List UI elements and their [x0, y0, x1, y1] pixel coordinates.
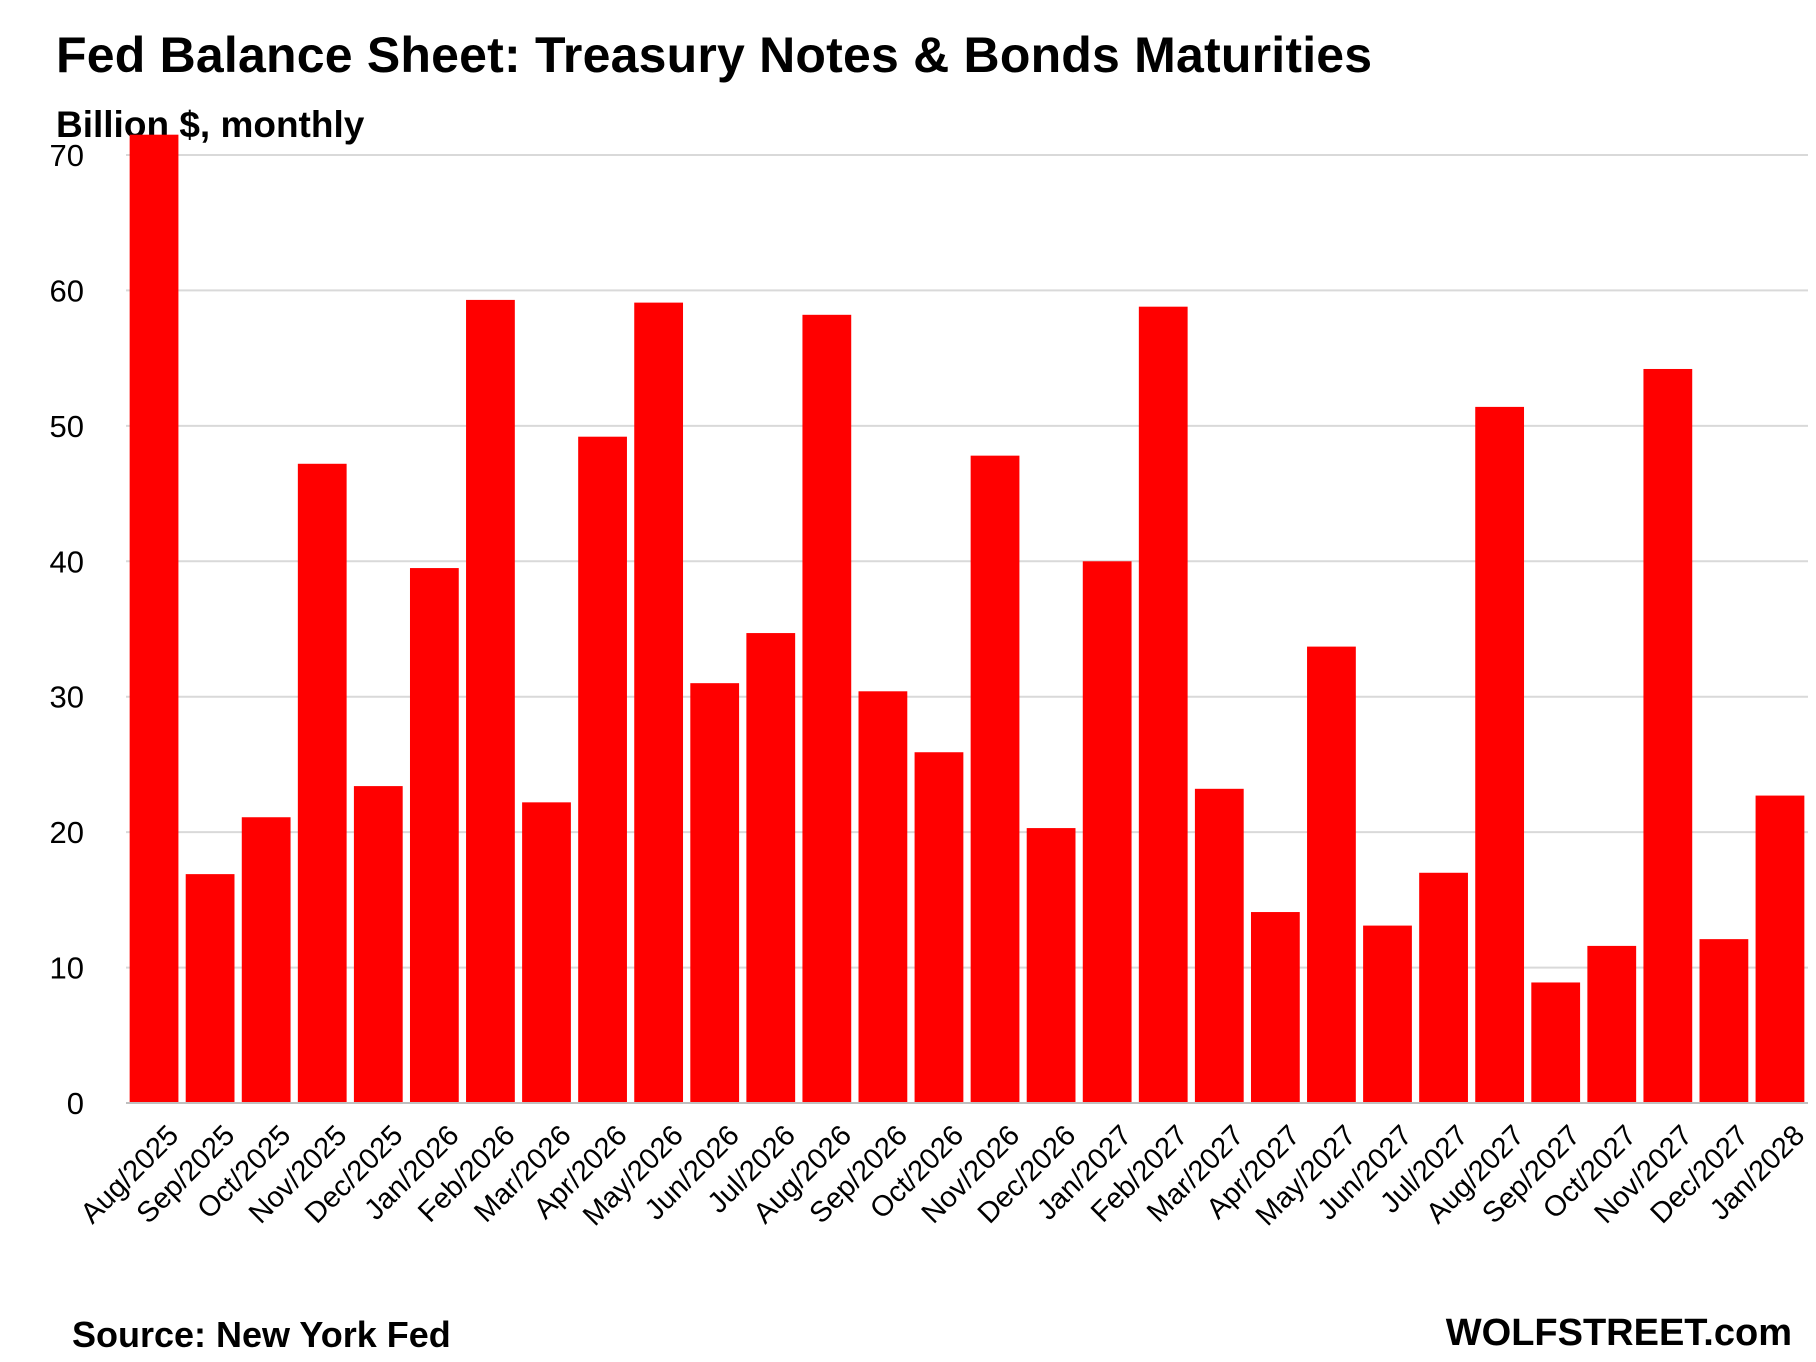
- bar: [1419, 872, 1468, 1103]
- bar: [466, 299, 515, 1103]
- bar: [746, 633, 796, 1103]
- bar: [129, 134, 179, 1103]
- bar: [1194, 788, 1244, 1103]
- bars: [129, 134, 1805, 1104]
- bar: [1363, 925, 1412, 1103]
- y-axis-ticks: 0 10 20 30 40 50 60 70: [50, 138, 84, 1121]
- bar: [858, 691, 908, 1103]
- chart-subtitle: Billion $, monthly: [56, 104, 365, 145]
- bar: [1250, 912, 1300, 1103]
- bar: [409, 568, 459, 1103]
- y-tick-label: 50: [50, 409, 84, 444]
- bar: [970, 455, 1020, 1103]
- bar: [1643, 368, 1693, 1103]
- y-tick-label: 40: [50, 544, 84, 579]
- bar: [185, 874, 235, 1103]
- chart-title: Fed Balance Sheet: Treasury Notes & Bond…: [56, 27, 1373, 83]
- bar: [1699, 939, 1749, 1103]
- bar: [1138, 306, 1188, 1103]
- x-axis-ticks: Aug/2025Sep/2025Oct/2025Nov/2025Dec/2025…: [75, 1119, 1811, 1232]
- bar: [1475, 406, 1525, 1103]
- brand-watermark: WOLFSTREET.com: [1445, 1312, 1792, 1354]
- bar: [353, 786, 403, 1103]
- bar: [241, 817, 291, 1103]
- bar-chart: 0 10 20 30 40 50 60 70 Aug/2025Sep/2025Oct/2025…: [50, 134, 1811, 1232]
- bar: [522, 802, 571, 1103]
- y-tick-label: 20: [50, 815, 84, 850]
- bar: [1531, 982, 1581, 1103]
- bar: [1587, 945, 1637, 1103]
- bar: [634, 302, 684, 1103]
- bar: [1082, 561, 1132, 1103]
- bar: [1307, 646, 1356, 1103]
- bar: [297, 463, 347, 1104]
- bar: [578, 436, 627, 1104]
- source-note: Source: New York Fed: [72, 1314, 451, 1355]
- y-tick-label: 70: [50, 138, 84, 173]
- y-tick-label: 10: [50, 951, 84, 986]
- bar: [914, 752, 964, 1103]
- y-tick-label: 0: [67, 1086, 84, 1121]
- y-tick-label: 60: [50, 273, 84, 308]
- bar: [1026, 828, 1076, 1103]
- bar: [690, 683, 740, 1103]
- gridlines: [126, 154, 1808, 969]
- bar: [802, 314, 852, 1103]
- bar: [1755, 795, 1805, 1103]
- y-tick-label: 30: [50, 680, 84, 715]
